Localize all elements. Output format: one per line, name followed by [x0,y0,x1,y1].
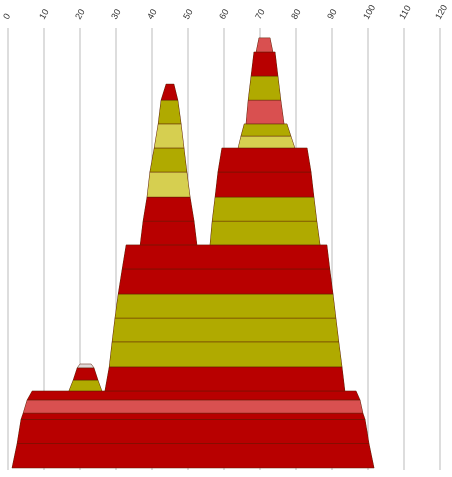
x-tick-label: 50 [181,7,195,21]
band [11,443,375,469]
band [209,220,321,246]
band [108,341,343,368]
band [146,171,191,198]
band [68,379,103,392]
x-tick-label: 20 [73,7,87,21]
band [72,367,99,381]
band [214,171,315,198]
x-tick-label: 60 [217,7,231,21]
band [139,220,198,246]
band [76,363,95,369]
band [104,366,346,392]
band [240,123,292,137]
band [211,196,318,222]
x-tick-label: 40 [145,7,159,21]
band [153,123,185,149]
x-tick-label: 110 [397,4,413,21]
x-tick-label: 0 [1,12,12,21]
x-tick-label: 120 [433,3,449,21]
band [149,147,188,173]
band [237,135,296,149]
x-tick-label: 30 [109,7,123,21]
x-tick-label: 80 [289,7,303,21]
band [114,293,337,319]
band [121,244,331,270]
band [26,390,361,401]
band [142,196,195,222]
band [255,37,274,53]
band [117,268,334,295]
band [22,399,364,414]
band [217,147,312,173]
band [247,75,282,101]
band [20,412,366,420]
x-tick-label: 100 [361,3,377,21]
band [16,419,370,444]
band [250,51,279,77]
band [160,83,179,101]
x-tick-label: 70 [253,7,267,21]
band [157,99,182,125]
x-tick-label: 90 [325,7,339,21]
band [111,317,340,343]
x-tick-label: 10 [37,7,51,21]
band [245,99,285,125]
